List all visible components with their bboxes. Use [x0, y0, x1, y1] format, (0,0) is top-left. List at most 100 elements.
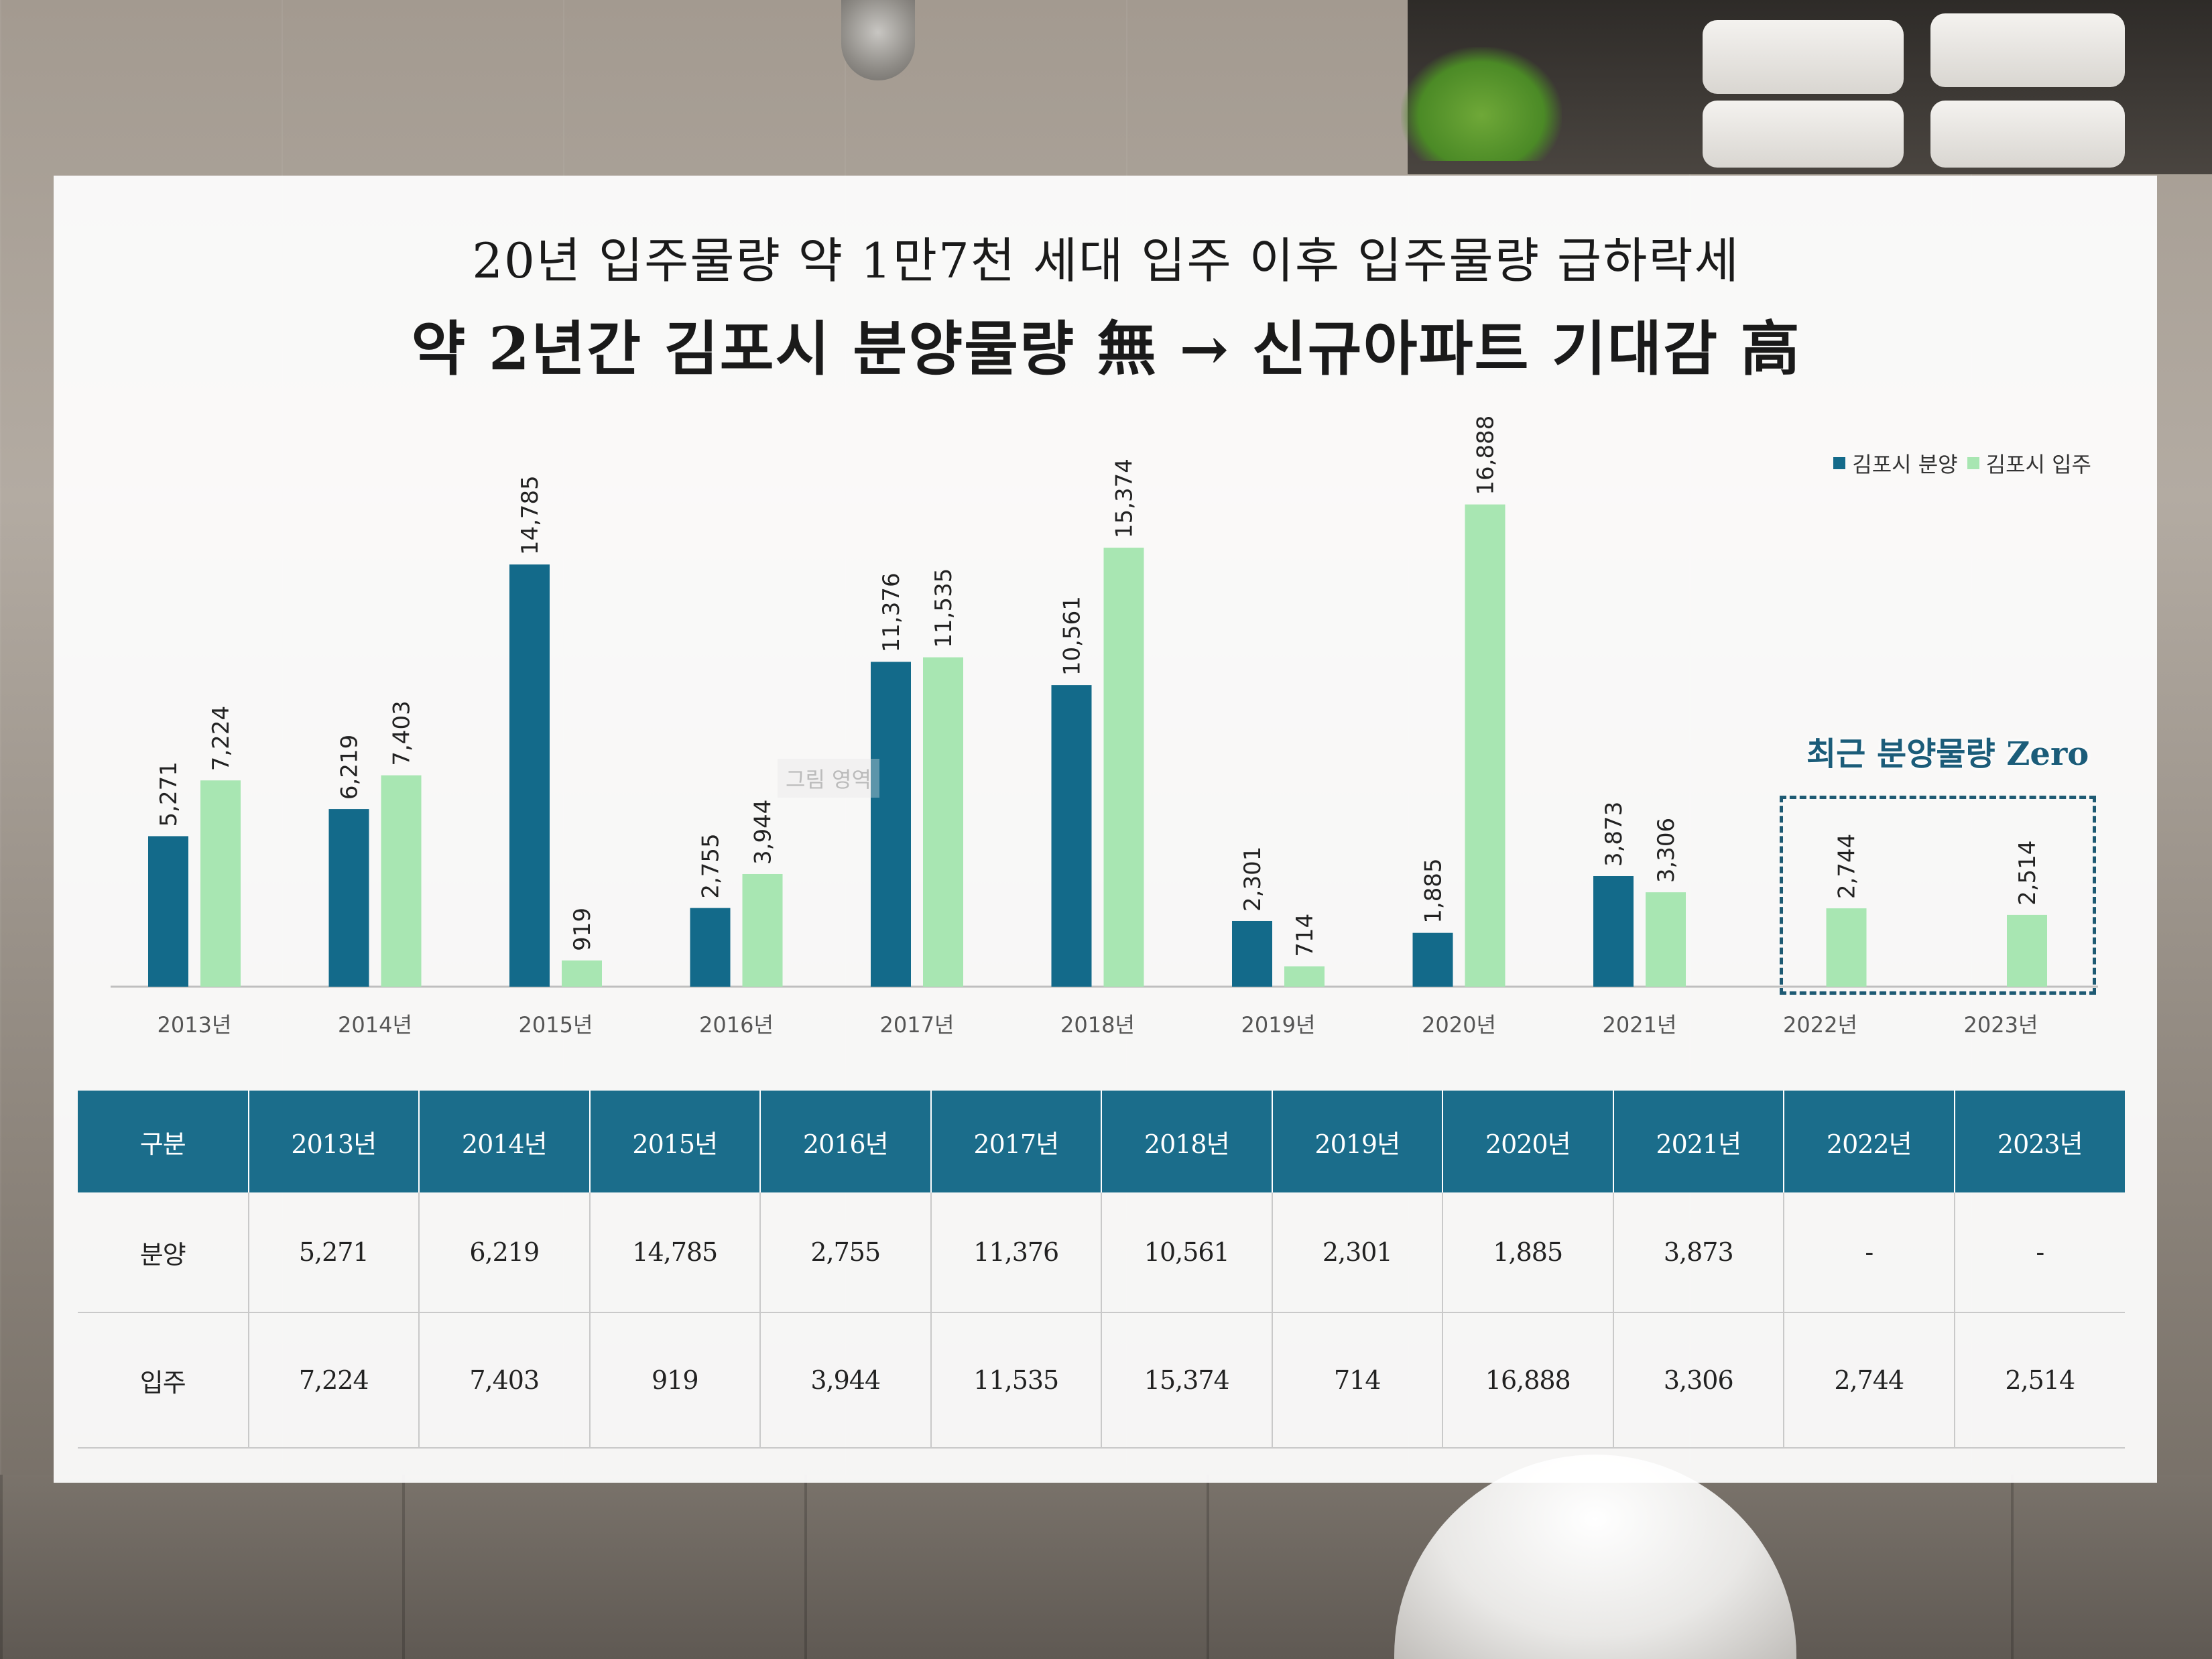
x-tick-label: 2015년: [519, 1012, 593, 1038]
bar-move-in: [1284, 966, 1325, 987]
table-cell: 1,885: [1442, 1192, 1614, 1313]
table-cell: 7,403: [419, 1312, 591, 1449]
data-table: 구분 2013년 2014년 2015년 2016년 2017년 2018년 2019년 202…: [78, 1091, 2125, 1449]
data-label: 7,224: [208, 706, 235, 771]
data-label: 15,374: [1111, 458, 1138, 538]
legend-swatch-sale: [1833, 457, 1846, 469]
bar-move-in: [742, 873, 783, 987]
x-tick-label: 2017년: [880, 1012, 955, 1038]
data-label: 714: [1292, 914, 1318, 957]
data-label: 3,944: [750, 800, 777, 865]
table-row-label: 입주: [78, 1312, 249, 1449]
towel: [1703, 101, 1904, 168]
table-header-cell: 2015년: [589, 1091, 761, 1192]
legend-item-move-in: 김포시 입주: [1967, 448, 2091, 479]
data-label: 16,888: [1473, 416, 1499, 495]
headline: 약 2년간 김포시 분양물량 無 → 신규아파트 기대감 高: [411, 314, 1801, 383]
bar-move-in: [381, 775, 422, 987]
towel: [1930, 101, 2125, 168]
x-tick-label: 2019년: [1241, 1012, 1316, 1038]
table-cell: 7,224: [248, 1312, 420, 1449]
table-cell: 10,561: [1101, 1192, 1273, 1313]
table-cell: 11,535: [930, 1312, 1102, 1449]
table-header-cell: 2020년: [1442, 1091, 1614, 1192]
table-header-cell: 2017년: [930, 1091, 1102, 1192]
x-tick-label: 2014년: [338, 1012, 412, 1038]
bar-move-in: [2007, 914, 2047, 987]
bar-sale: [690, 908, 731, 987]
x-tick-label: 2016년: [699, 1012, 774, 1038]
x-tick-label: 2013년: [158, 1012, 232, 1038]
data-label: 2,744: [1834, 834, 1861, 899]
table-cell: 16,888: [1442, 1312, 1614, 1449]
data-label: 3,873: [1601, 802, 1627, 867]
table-row: 입주 7,224 7,403 919 3,944 11,535 15,374 714 16,88…: [78, 1312, 2125, 1449]
table-cell: 2,514: [1954, 1312, 2125, 1449]
table-header-cell: 2023년: [1954, 1091, 2125, 1192]
data-label: 1,885: [1420, 858, 1447, 923]
table-cell: 6,219: [419, 1192, 591, 1313]
subtitle: 20년 입주물량 약 1만7천 세대 입주 이후 입주물량 급하락세: [472, 233, 1740, 289]
bar-sale: [148, 836, 188, 987]
table-row: 분양 5,271 6,219 14,785 2,755 11,376 10,561 2,301…: [78, 1192, 2125, 1313]
picture-area-watermark: 그림 영역: [778, 759, 879, 798]
data-label: 5,271: [156, 761, 182, 826]
table-header-row: 구분 2013년 2014년 2015년 2016년 2017년 2018년 2019년 202…: [78, 1091, 2125, 1192]
bar-move-in: [1646, 892, 1686, 987]
bar-move-in: [1465, 504, 1506, 987]
table-cell: -: [1954, 1192, 2125, 1313]
data-label: 3,306: [1653, 818, 1680, 883]
bar-move-in: [1826, 908, 1867, 987]
table-cell: 3,306: [1613, 1312, 1784, 1449]
x-tick-label: 2018년: [1060, 1012, 1135, 1038]
table-cell: 2,301: [1272, 1192, 1443, 1313]
bar-sale: [1051, 685, 1092, 987]
zero-annotation: 최근 분양물량 Zero: [1806, 735, 2089, 773]
bar-sale: [1412, 932, 1453, 987]
bar-sale: [509, 564, 550, 987]
data-label: 2,514: [2014, 841, 2041, 906]
table-header-cell: 2019년: [1272, 1091, 1443, 1192]
data-label: 919: [569, 908, 596, 951]
bar-move-in: [923, 657, 963, 987]
table-header-cell: 2016년: [760, 1091, 932, 1192]
towel: [1703, 20, 1904, 94]
x-tick-label: 2021년: [1603, 1012, 1677, 1038]
table-header-cell: 2022년: [1784, 1091, 1955, 1192]
shower-head: [841, 0, 915, 80]
bar-move-in: [200, 780, 241, 987]
data-label: 10,561: [1059, 596, 1086, 676]
table-cell: 2,755: [760, 1192, 932, 1313]
bar-sale: [328, 809, 369, 987]
x-tick-label: 2023년: [1964, 1012, 2038, 1038]
data-label: 2,301: [1239, 847, 1266, 912]
table-cell: 919: [589, 1312, 761, 1449]
plant: [1401, 47, 1562, 161]
table-cell: 714: [1272, 1312, 1443, 1449]
data-label: 11,535: [930, 568, 957, 648]
tile-floor: [0, 1475, 2212, 1659]
table-header-cell: 2018년: [1101, 1091, 1273, 1192]
table-header-cell: 2014년: [419, 1091, 591, 1192]
chart-legend: 김포시 분양 김포시 입주: [1833, 448, 2091, 479]
bar-sale: [871, 662, 911, 987]
table-row-label: 분양: [78, 1192, 249, 1313]
bar-sale: [1232, 920, 1272, 987]
towel: [1930, 13, 2125, 87]
table-header-cell: 구분: [78, 1091, 249, 1192]
legend-item-sale: 김포시 분양: [1833, 448, 1958, 479]
legend-label-sale: 김포시 분양: [1852, 452, 1958, 477]
legend-label-move-in: 김포시 입주: [1985, 452, 2091, 477]
x-tick-label: 2022년: [1783, 1012, 1857, 1038]
table-cell: 2,744: [1784, 1312, 1955, 1449]
data-label: 6,219: [336, 735, 363, 800]
data-label: 11,376: [878, 572, 905, 652]
x-tick-label: 2020년: [1422, 1012, 1496, 1038]
data-label: 2,755: [698, 833, 725, 898]
bar-move-in: [562, 960, 602, 987]
table-cell: 5,271: [248, 1192, 420, 1313]
zero-highlight-box: [1780, 796, 2096, 995]
data-label: 14,785: [517, 475, 544, 555]
bar-sale: [1593, 876, 1634, 987]
data-label: 7,403: [389, 700, 416, 765]
